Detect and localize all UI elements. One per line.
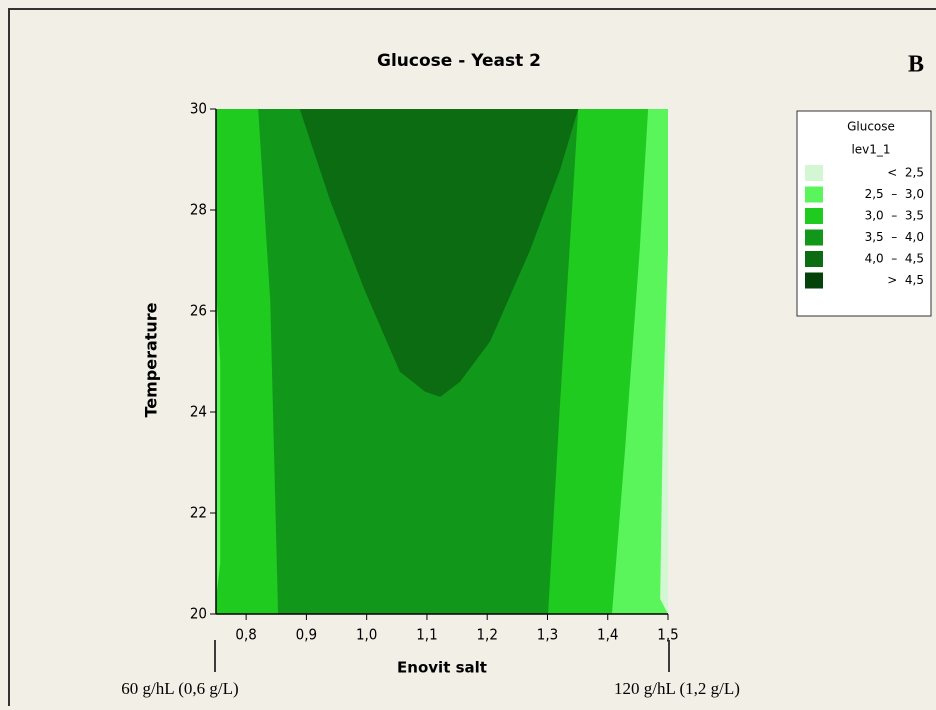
legend-label: 3,0 – 3,5 [865, 209, 924, 223]
legend-label: < 2,5 [887, 166, 924, 180]
y-tick-label: 20 [190, 605, 207, 623]
x-axis-label: Enovit salt [397, 659, 487, 677]
x-tick-label: 1,2 [476, 626, 497, 644]
y-tick-label: 22 [190, 504, 207, 522]
contour-region [216, 285, 221, 599]
legend-swatch [805, 186, 823, 203]
y-tick-label: 24 [190, 403, 207, 421]
legend-label: > 4,5 [887, 273, 924, 287]
contour-region [660, 250, 668, 614]
y-tick-label: 26 [190, 302, 207, 320]
legend-swatch [805, 165, 823, 181]
legend-swatch [805, 251, 823, 267]
x-tick-label: 1,0 [356, 626, 377, 644]
y-tick-label: 30 [190, 100, 207, 118]
annotation: 60 g/hL (0,6 g/L) [121, 679, 238, 698]
x-tick-label: 1,5 [657, 626, 678, 644]
chart-title: Glucose - Yeast 2 [377, 51, 541, 71]
x-tick-label: 1,1 [416, 626, 437, 644]
contour-region [611, 109, 668, 614]
x-tick-label: 0,9 [296, 626, 317, 644]
panel-label: B [908, 52, 924, 78]
legend-swatch [805, 272, 823, 289]
x-tick-label: 0,8 [235, 626, 256, 644]
legend-label: 4,0 – 4,5 [865, 252, 924, 266]
legend-swatch [805, 229, 823, 246]
legend-label: 2,5 – 3,0 [865, 187, 924, 201]
legend-subtitle: lev1_1 [851, 143, 890, 157]
legend-swatch [805, 208, 823, 224]
x-tick-label: 1,3 [537, 626, 558, 644]
annotation: 120 g/hL (1,2 g/L) [614, 679, 740, 698]
legend-title: Glucose [847, 120, 895, 134]
legend-label: 3,5 – 4,0 [865, 230, 924, 244]
y-tick-label: 28 [190, 201, 207, 219]
y-axis-label: Temperature [142, 302, 161, 417]
x-tick-label: 1,4 [597, 626, 618, 644]
contour-region [299, 109, 579, 397]
